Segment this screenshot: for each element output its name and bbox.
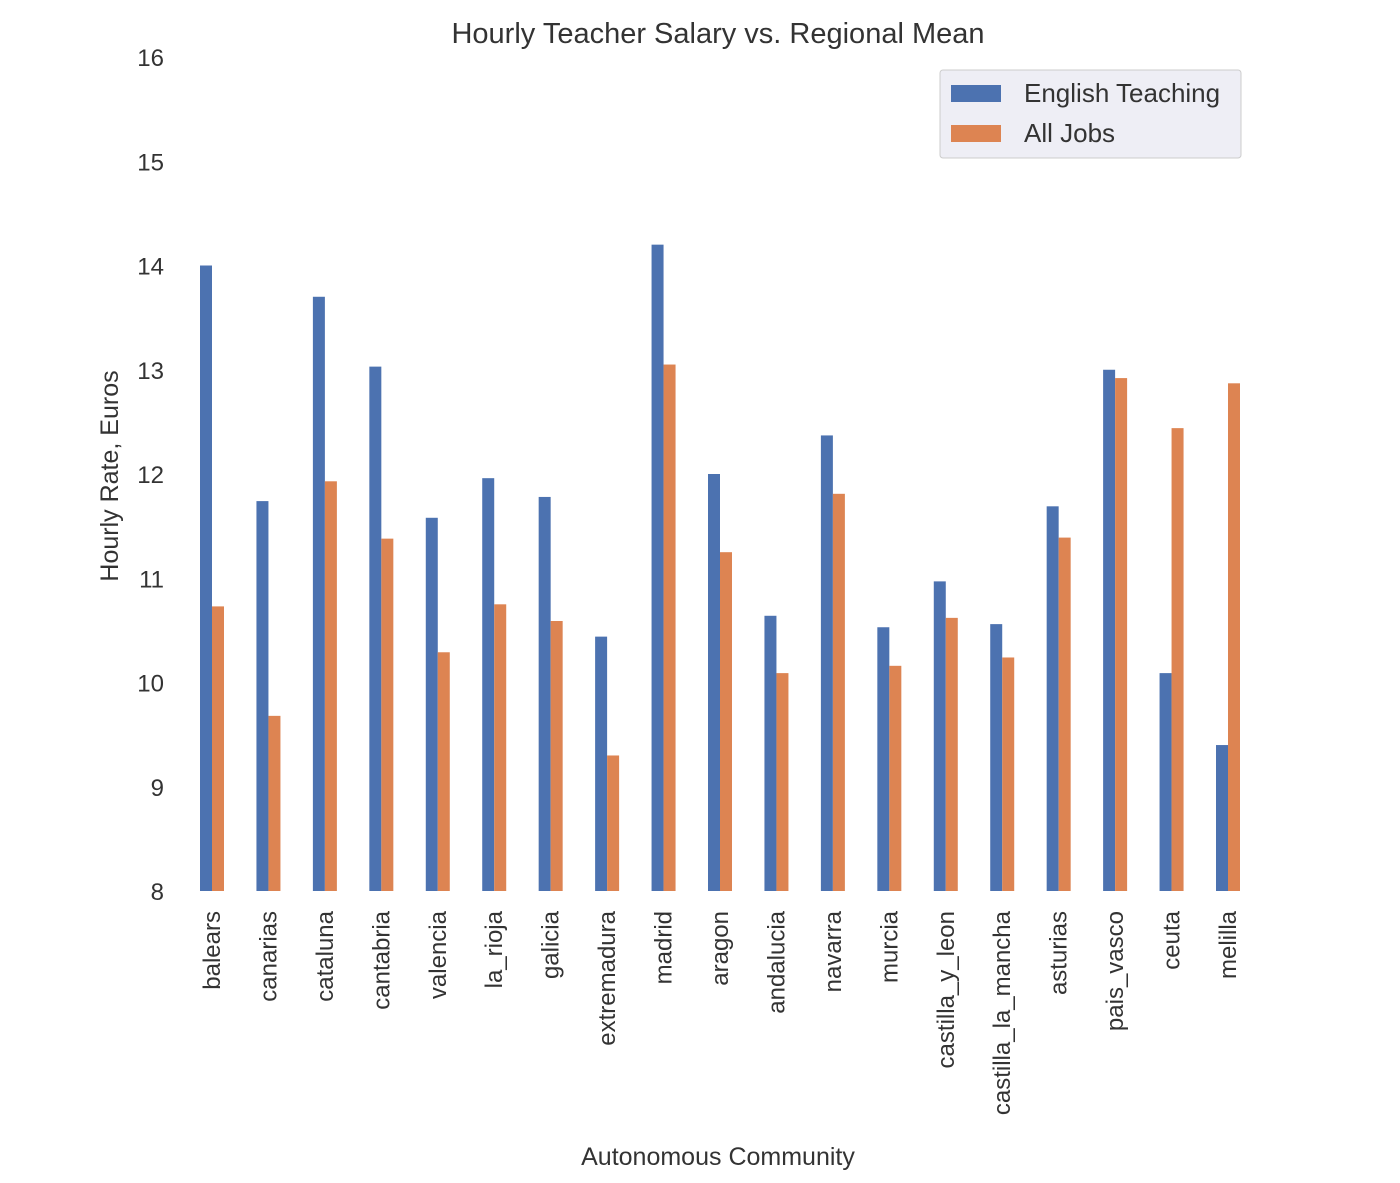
x-tick-label-castilla_y_leon: castilla_y_leon (933, 911, 960, 1068)
y-tick-label: 15 (137, 149, 164, 176)
bar-murcia-all-jobs (889, 665, 902, 891)
bar-cataluna-english-teaching (312, 296, 325, 891)
x-tick-label-castilla_la_mancha: castilla_la_mancha (989, 910, 1016, 1115)
x-tick-label-galicia: galicia (538, 910, 565, 979)
chart-title: Hourly Teacher Salary vs. Regional Mean (451, 18, 984, 50)
x-tick-label-la_rioja: la_rioja (481, 910, 508, 988)
x-tick-label-melilla: melilla (1215, 910, 1242, 979)
bar-aragon-all-jobs (720, 552, 732, 891)
bar-andalucia-english-teaching (764, 615, 777, 891)
legend: English Teaching All Jobs (939, 69, 1242, 159)
bar-cataluna-all-jobs (324, 481, 337, 891)
bar-pais_vasco-english-teaching (1103, 369, 1116, 891)
x-tick-label-cataluna: cataluna (312, 910, 339, 1001)
bar-madrid-english-teaching (651, 244, 664, 891)
bar-aragon-english-teaching (708, 474, 720, 891)
bar-melilla-english-teaching (1216, 745, 1228, 891)
x-tick-label-valencia: valencia (425, 910, 452, 999)
legend-swatch-all-jobs (951, 125, 1001, 142)
bar-castilla_la_mancha-all-jobs (1002, 657, 1015, 891)
bar-asturias-all-jobs (1058, 537, 1071, 891)
y-tick-label: 12 (137, 462, 164, 489)
y-tick-label: 9 (151, 775, 164, 802)
x-tick-label-ceuta: ceuta (1159, 910, 1186, 969)
bar-canarias-english-teaching (256, 501, 269, 891)
bar-madrid-all-jobs (663, 364, 676, 892)
bar-galicia-all-jobs (550, 620, 563, 891)
bar-castilla_y_leon-all-jobs (945, 617, 958, 891)
y-axis-ticks: 8 9 10 11 12 13 14 15 16 (137, 45, 164, 906)
bar-murcia-english-teaching (877, 627, 890, 891)
x-tick-label-aragon: aragon (707, 911, 734, 986)
x-tick-label-murcia: murcia (876, 910, 903, 983)
bar-pais_vasco-all-jobs (1115, 378, 1128, 892)
x-tick-label-asturias: asturias (1046, 911, 1073, 995)
y-axis-label: Hourly Rate, Euros (96, 370, 124, 581)
y-tick-label: 11 (139, 566, 164, 593)
x-tick-label-balears: balears (199, 911, 226, 990)
bar-ceuta-english-teaching (1159, 673, 1172, 891)
x-tick-label-pais_vasco: pais_vasco (1102, 911, 1129, 1031)
y-tick-label: 13 (137, 358, 164, 385)
bar-canarias-all-jobs (268, 715, 281, 891)
bar-extremadura-english-teaching (595, 636, 608, 891)
bar-ceuta-all-jobs (1171, 428, 1184, 891)
bar-balears-all-jobs (212, 606, 224, 891)
bar-cantabria-english-teaching (369, 366, 382, 891)
legend-label-english-teaching: English Teaching (1024, 78, 1220, 108)
x-tick-label-cantabria: cantabria (368, 910, 395, 1009)
bar-balears-english-teaching (200, 265, 212, 891)
bar-castilla_la_mancha-english-teaching (990, 624, 1003, 891)
x-tick-label-madrid: madrid (651, 911, 678, 984)
bars (200, 244, 1240, 892)
legend-swatch-english-teaching (951, 85, 1001, 102)
x-tick-label-canarias: canarias (255, 911, 282, 1002)
legend-label-all-jobs: All Jobs (1024, 118, 1115, 148)
bar-castilla_y_leon-english-teaching (933, 581, 946, 891)
y-tick-label: 16 (137, 45, 164, 72)
bar-valencia-english-teaching (425, 517, 438, 891)
bar-extremadura-all-jobs (607, 755, 620, 891)
y-tick-label: 8 (151, 879, 164, 906)
bar-cantabria-all-jobs (381, 538, 394, 891)
bar-andalucia-all-jobs (776, 673, 789, 891)
bar-galicia-english-teaching (538, 496, 551, 891)
bar-navarra-all-jobs (832, 493, 845, 891)
x-tick-label-navarra: navarra (820, 910, 847, 992)
y-tick-label: 14 (137, 254, 164, 281)
bar-la_rioja-english-teaching (482, 478, 495, 891)
bar-valencia-all-jobs (437, 652, 450, 891)
bar-asturias-english-teaching (1046, 506, 1059, 891)
y-tick-label: 10 (137, 671, 164, 698)
x-tick-label-andalucia: andalucia (763, 910, 790, 1013)
bar-navarra-english-teaching (820, 435, 833, 891)
bar-la_rioja-all-jobs (494, 604, 507, 891)
legend-box (939, 69, 1242, 159)
x-axis-ticks: balears canarias cataluna cantabria valencia… (199, 910, 1242, 1115)
x-tick-label-extremadura: extremadura (594, 910, 621, 1045)
bar-melilla-all-jobs (1228, 383, 1240, 891)
x-axis-label: Autonomous Community (581, 1143, 855, 1171)
